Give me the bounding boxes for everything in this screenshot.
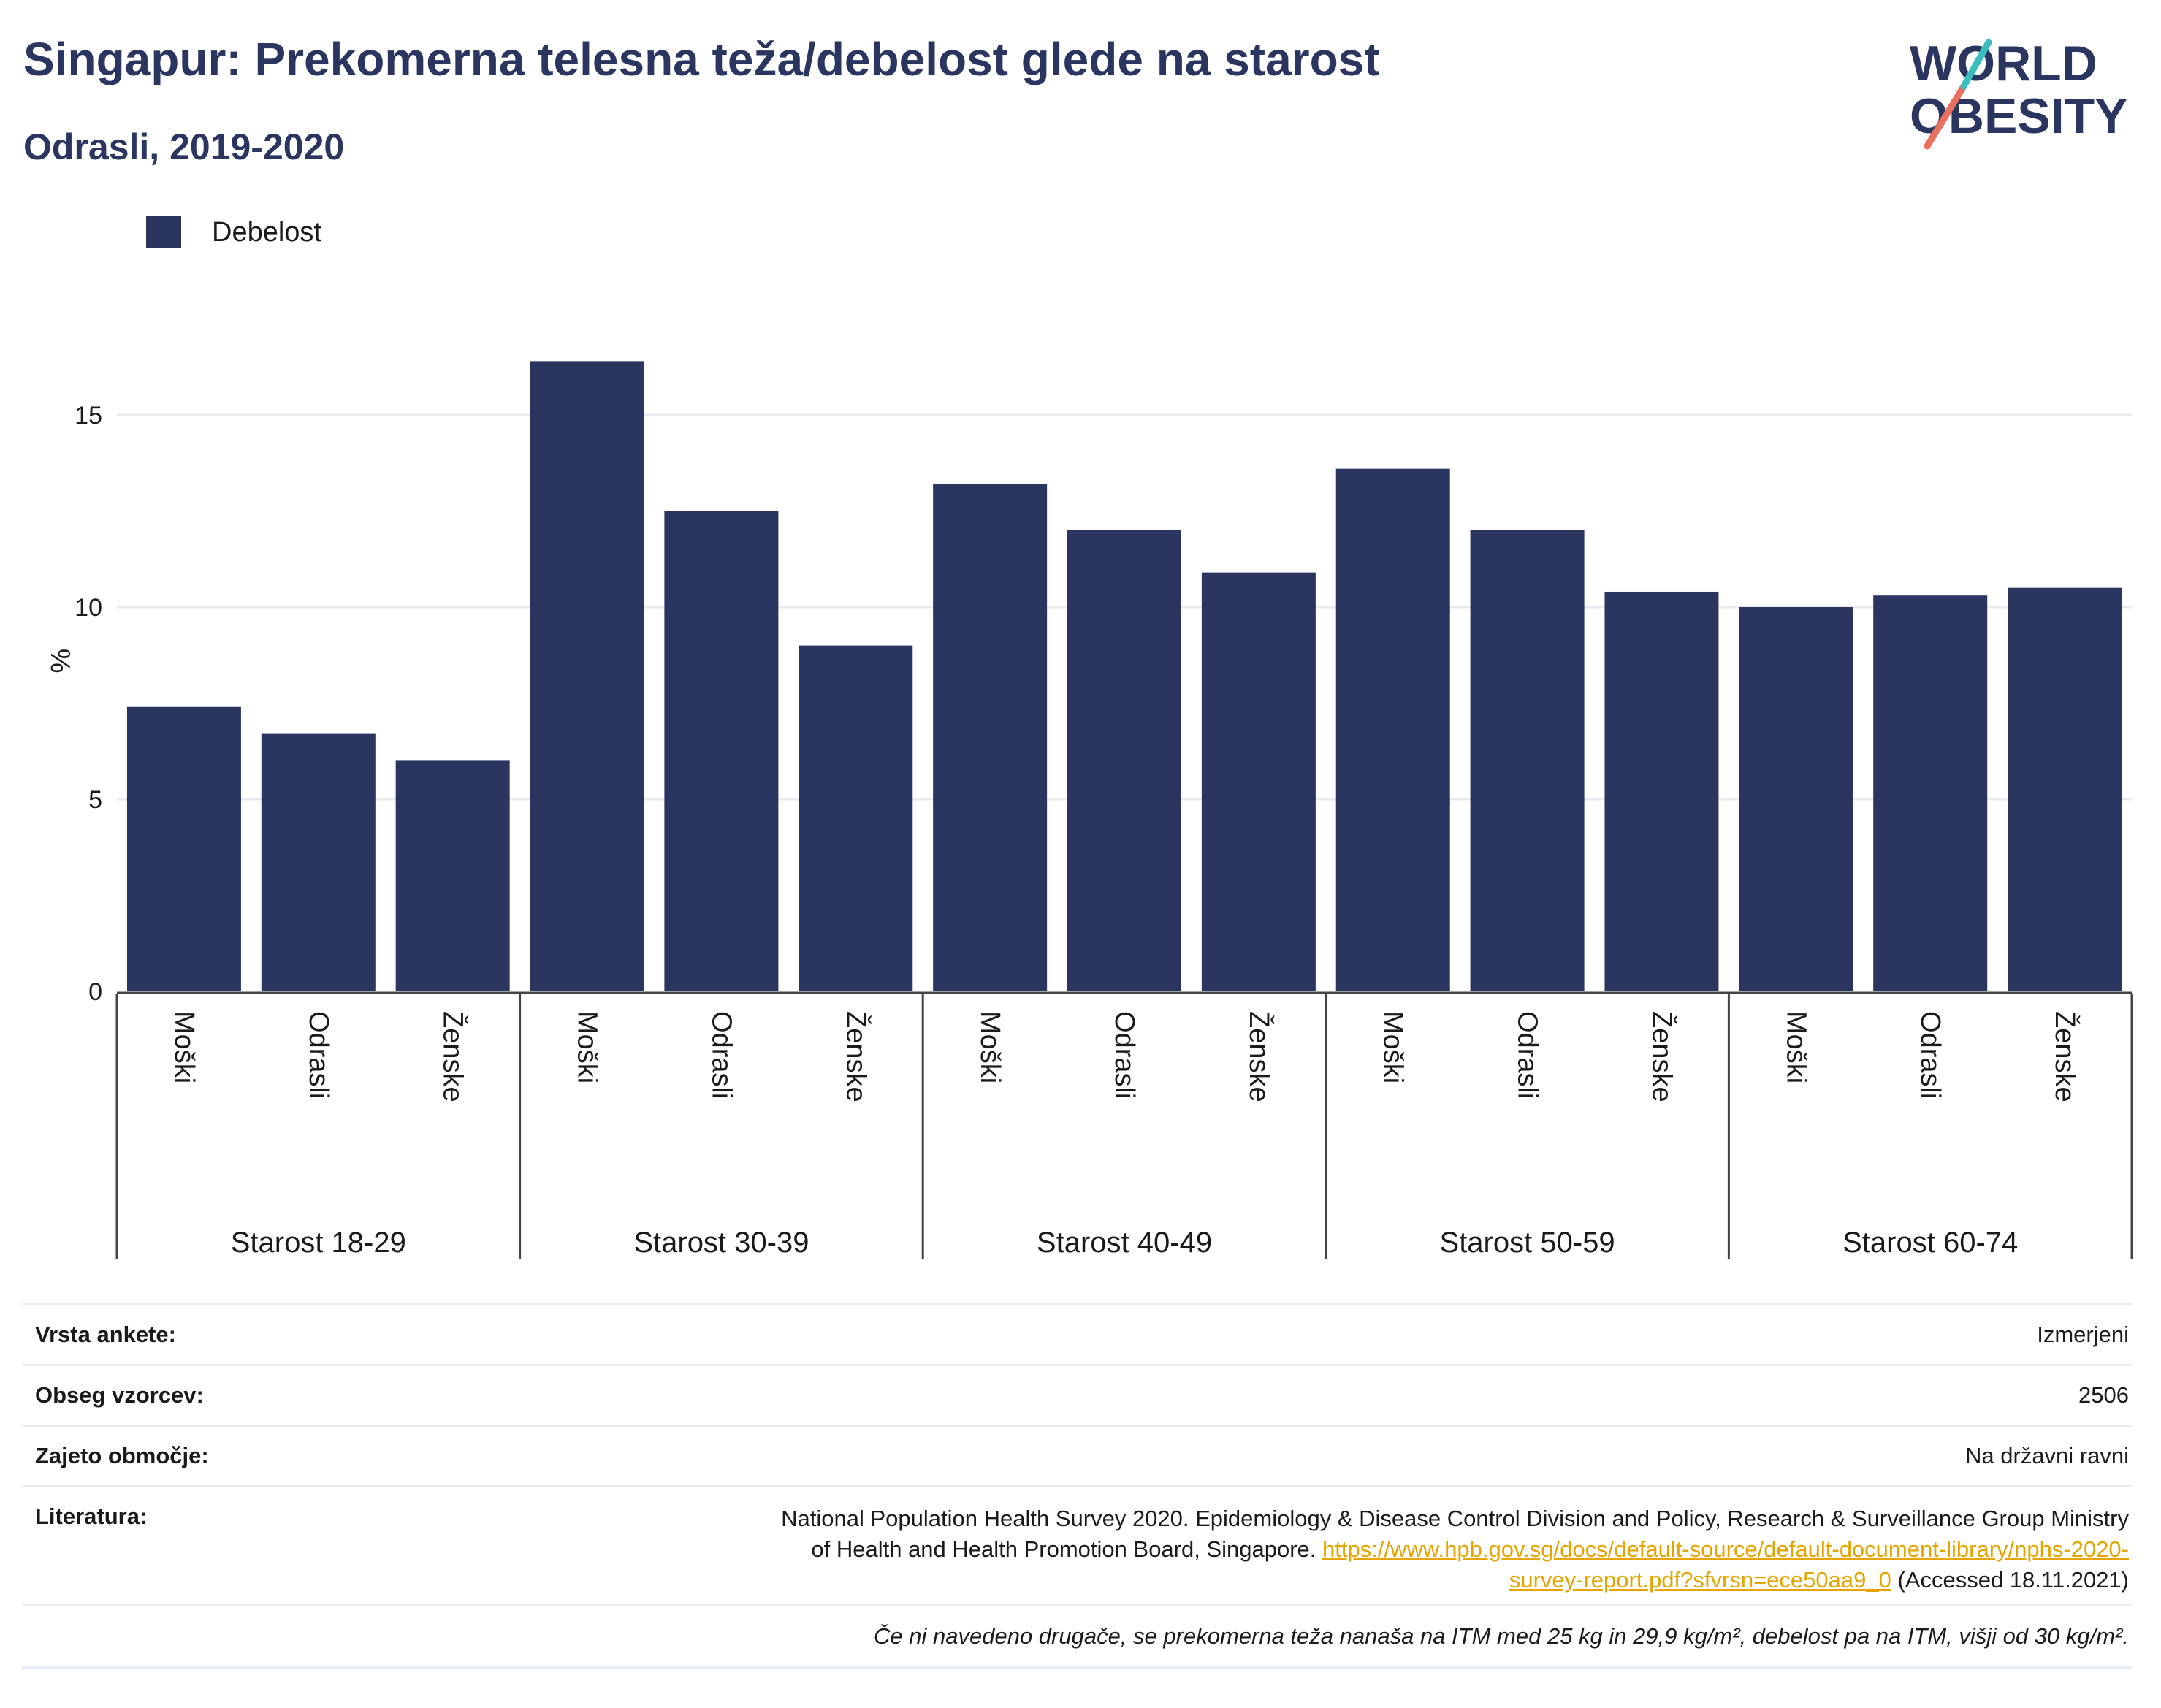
x-category-label: Odrasli — [1109, 1011, 1140, 1099]
bar-starost-18-29-0 — [126, 706, 241, 991]
bar-starost-50-59-0 — [1335, 468, 1450, 991]
literature-link-part-1[interactable]: https://www.hpb.gov.sg/docs/default-sour… — [1322, 1536, 2129, 1562]
chart-subtitle: Odrasli, 2019-2020 — [23, 126, 345, 167]
literature-value: National Population Health Survey 2020. … — [595, 1503, 2132, 1595]
world-obesity-logo: WORLD OBESITY — [1910, 36, 2128, 150]
legend-label-debelost: Debelost — [212, 216, 321, 248]
area-row: Zajeto območje: Na državni ravni — [22, 1427, 2132, 1485]
literature-text-2: of Health and Health Promotion Board, Si… — [811, 1536, 1316, 1562]
survey-type-row: Vrsta ankete: Izmerjeni — [22, 1305, 2132, 1364]
bar-starost-60-74-1 — [1873, 595, 1988, 991]
survey-type-value: Izmerjeni — [2037, 1322, 2129, 1347]
x-category-label: Odrasli — [1915, 1011, 1945, 1099]
y-tick-label: 5 — [88, 786, 102, 814]
x-category-label: Moški — [572, 1011, 603, 1083]
y-tick-label: 10 — [75, 594, 102, 622]
x-category-label: Odrasli — [1512, 1011, 1543, 1099]
x-category-label: Odrasli — [706, 1011, 736, 1099]
x-group-label: Starost 18-29 — [231, 1227, 406, 1259]
bar-starost-30-39-1 — [664, 511, 779, 991]
bar-starost-50-59-2 — [1604, 591, 1719, 991]
definition-note: Če ni navedeno drugače, se prekomerna te… — [874, 1623, 2129, 1649]
bar-starost-18-29-1 — [261, 733, 376, 991]
x-group-label: Starost 30-39 — [633, 1227, 809, 1259]
literature-row: Literatura: National Population Health S… — [22, 1487, 2132, 1604]
x-category-label: Moški — [1780, 1011, 1811, 1083]
literature-accessed: (Accessed 18.11.2021) — [1897, 1567, 2129, 1593]
bar-starost-40-49-0 — [933, 484, 1048, 991]
x-group-label: Starost 60-74 — [1842, 1227, 2018, 1259]
x-category-label: Moški — [169, 1011, 199, 1083]
sample-size-label: Obseg vzorcev: — [35, 1382, 204, 1408]
bar-starost-30-39-2 — [799, 645, 913, 991]
x-category-label: Moški — [975, 1011, 1005, 1083]
literature-text-1: National Population Health Survey 2020. … — [781, 1506, 2129, 1531]
x-group-label: Starost 40-49 — [1037, 1227, 1212, 1259]
survey-type-label: Vrsta ankete: — [35, 1322, 176, 1347]
bar-starost-30-39-0 — [530, 361, 644, 991]
bar-starost-50-59-1 — [1470, 530, 1585, 991]
bar-starost-60-74-2 — [2008, 587, 2122, 991]
sample-size-row: Obseg vzorcev: 2506 — [22, 1366, 2132, 1425]
bar-starost-60-74-0 — [1739, 607, 1853, 991]
bar-starost-18-29-2 — [395, 760, 510, 991]
x-category-label: Ženske — [2049, 1011, 2081, 1102]
literature-label: Literatura: — [35, 1503, 148, 1529]
y-tick-label: 15 — [75, 402, 102, 430]
survey-metadata-table: Vrsta ankete: Izmerjeni Obseg vzorcev: 2… — [22, 1303, 2132, 1669]
y-tick-label: 0 — [88, 978, 102, 1006]
x-category-label: Odrasli — [303, 1011, 334, 1099]
bar-chart: 0 5 10 15% Moški Odrasli Ženske Starost 18-29 Mo… — [45, 361, 2133, 1259]
x-category-label: Ženske — [840, 1011, 872, 1102]
x-category-label: Ženske — [1243, 1011, 1275, 1102]
bar-starost-40-49-1 — [1067, 530, 1181, 991]
area-label: Zajeto območje: — [35, 1443, 209, 1468]
y-axis-title: % — [45, 649, 75, 674]
x-category-label: Ženske — [1646, 1011, 1677, 1102]
x-category-label: Ženske — [438, 1011, 469, 1102]
legend: Debelost — [146, 216, 321, 248]
chart-title: Singapur: Prekomerna telesna teža/debelo… — [23, 33, 1380, 85]
legend-swatch-debelost — [146, 216, 181, 248]
logo-line-world: WORLD — [1910, 36, 2097, 91]
x-group-label: Starost 50-59 — [1440, 1227, 1615, 1259]
sample-size-value: 2506 — [2078, 1382, 2129, 1408]
bar-starost-40-49-2 — [1201, 572, 1316, 991]
area-value: Na državni ravni — [1965, 1443, 2129, 1468]
x-category-label: Moški — [1378, 1011, 1409, 1083]
literature-link-part-2[interactable]: survey-report.pdf?sfvrsn=ece50aa9_0 — [1509, 1567, 1891, 1593]
